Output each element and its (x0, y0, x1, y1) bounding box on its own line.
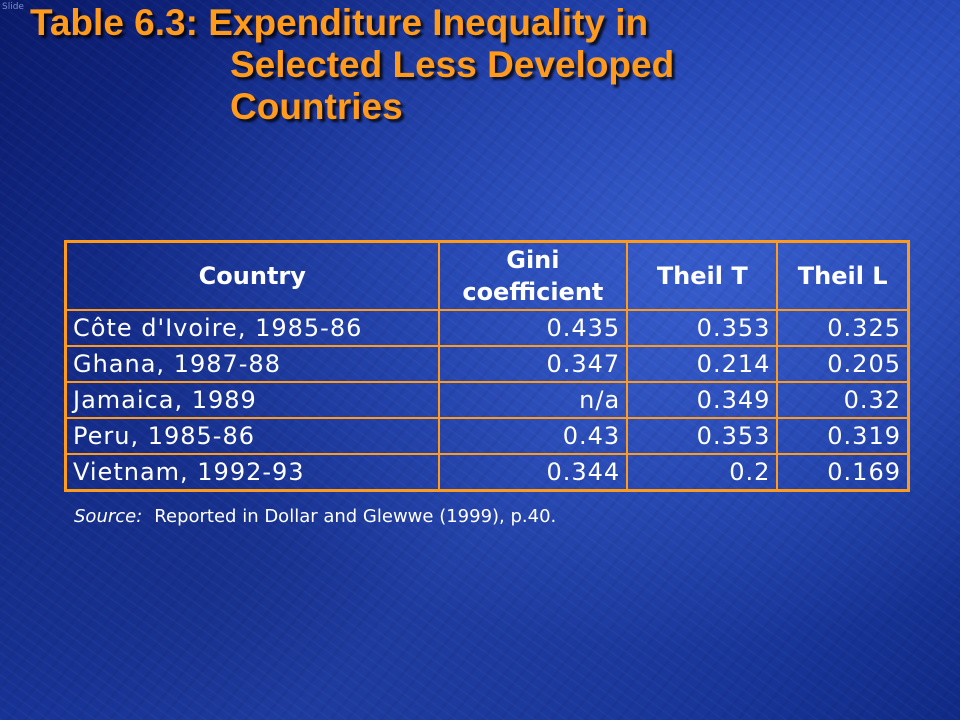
header-theil-t: Theil T (626, 240, 779, 311)
cell-theil-l: 0.169 (776, 453, 910, 492)
table-row: Ghana, 1987-88 0.347 0.214 0.205 (64, 345, 910, 383)
cell-country: Ghana, 1987-88 (64, 345, 440, 383)
cell-theil-l: 0.32 (776, 381, 910, 419)
cell-country: Vietnam, 1992-93 (64, 453, 440, 492)
cell-theil-t: 0.2 (626, 453, 779, 492)
slide-title: Table 6.3: Expenditure Inequality in Sel… (30, 2, 910, 128)
source-label: Source: (74, 506, 143, 527)
cell-country: Peru, 1985-86 (64, 417, 440, 455)
cell-theil-l: 0.325 (776, 309, 910, 347)
title-line-1: Table 6.3: Expenditure Inequality in (30, 2, 649, 43)
cell-theil-l: 0.205 (776, 345, 910, 383)
cell-gini: n/a (437, 381, 629, 419)
header-gini-line-2: coefficient (462, 278, 604, 306)
inequality-table: Country Gini coefficient Theil T Theil L… (64, 240, 910, 492)
table-header-row: Country Gini coefficient Theil T Theil L (64, 240, 910, 311)
source-text: Reported in Dollar and Glewwe (1999), p.… (154, 506, 557, 527)
cell-gini: 0.43 (437, 417, 629, 455)
cell-country: Jamaica, 1989 (64, 381, 440, 419)
cell-gini: 0.344 (437, 453, 629, 492)
cell-gini: 0.435 (437, 309, 629, 347)
title-line-2: Selected Less Developed (230, 44, 675, 85)
cell-theil-t: 0.349 (626, 381, 779, 419)
slide-corner-mark: Slide (2, 2, 24, 12)
cell-theil-l: 0.319 (776, 417, 910, 455)
header-country: Country (64, 240, 440, 311)
table-row: Jamaica, 1989 n/a 0.349 0.32 (64, 381, 910, 419)
table-row: Vietnam, 1992-93 0.344 0.2 0.169 (64, 453, 910, 492)
cell-theil-t: 0.353 (626, 309, 779, 347)
source-note: Source: Reported in Dollar and Glewwe (19… (74, 506, 556, 527)
header-theil-l: Theil L (776, 240, 910, 311)
table-row: Côte d'Ivoire, 1985-86 0.435 0.353 0.325 (64, 309, 910, 347)
cell-theil-t: 0.353 (626, 417, 779, 455)
table-row: Peru, 1985-86 0.43 0.353 0.319 (64, 417, 910, 455)
title-line-3: Countries (230, 86, 403, 127)
header-gini-line-1: Gini (506, 246, 560, 274)
cell-country: Côte d'Ivoire, 1985-86 (64, 309, 440, 347)
header-gini: Gini coefficient (437, 240, 629, 311)
cell-gini: 0.347 (437, 345, 629, 383)
cell-theil-t: 0.214 (626, 345, 779, 383)
